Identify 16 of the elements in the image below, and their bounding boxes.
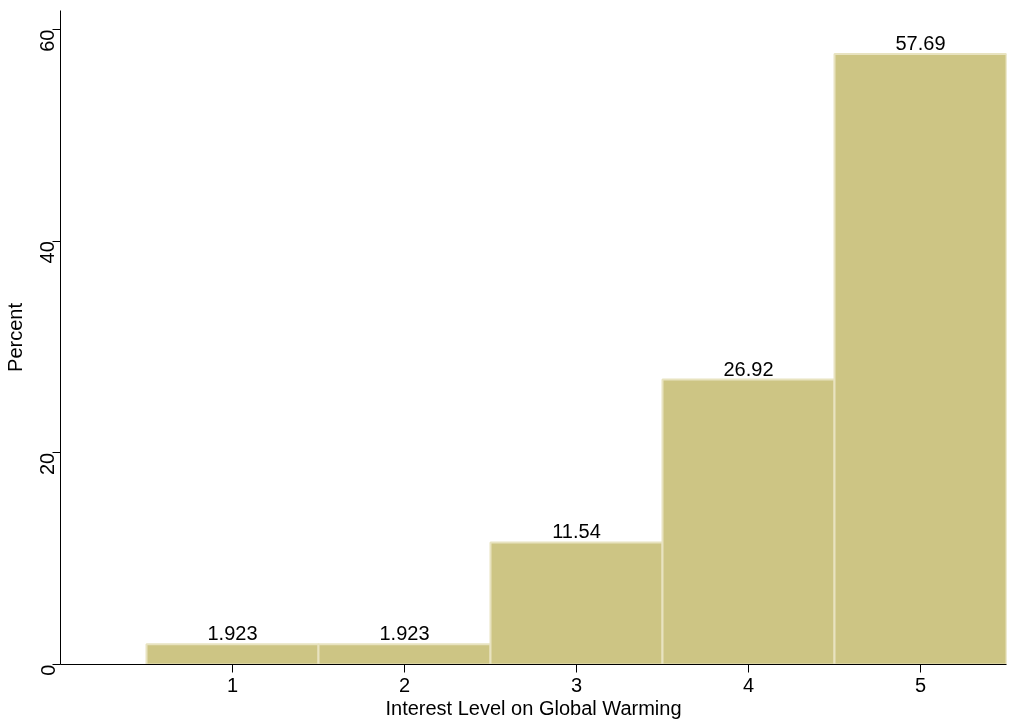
x-tick-label: 4 [742, 673, 755, 696]
y-axis-title: Percent [3, 302, 26, 372]
data-label: 1.923 [207, 622, 258, 645]
y-tick-label: 60 [36, 29, 59, 52]
y-tick-label: 40 [36, 241, 59, 264]
x-tick-label: 5 [914, 673, 927, 696]
y-tick-label: 0 [36, 664, 59, 676]
y-tick-label: 20 [36, 452, 59, 476]
data-label: 57.69 [895, 31, 946, 54]
x-tick-label: 1 [226, 673, 239, 696]
x-tick-label: 2 [398, 673, 411, 696]
x-tick-label: 3 [570, 673, 583, 696]
x-axis-title: Interest Level on Global Warming [385, 696, 682, 719]
data-label: 26.92 [723, 357, 774, 380]
data-label: 11.54 [552, 520, 601, 543]
data-label: 1.923 [379, 622, 430, 645]
